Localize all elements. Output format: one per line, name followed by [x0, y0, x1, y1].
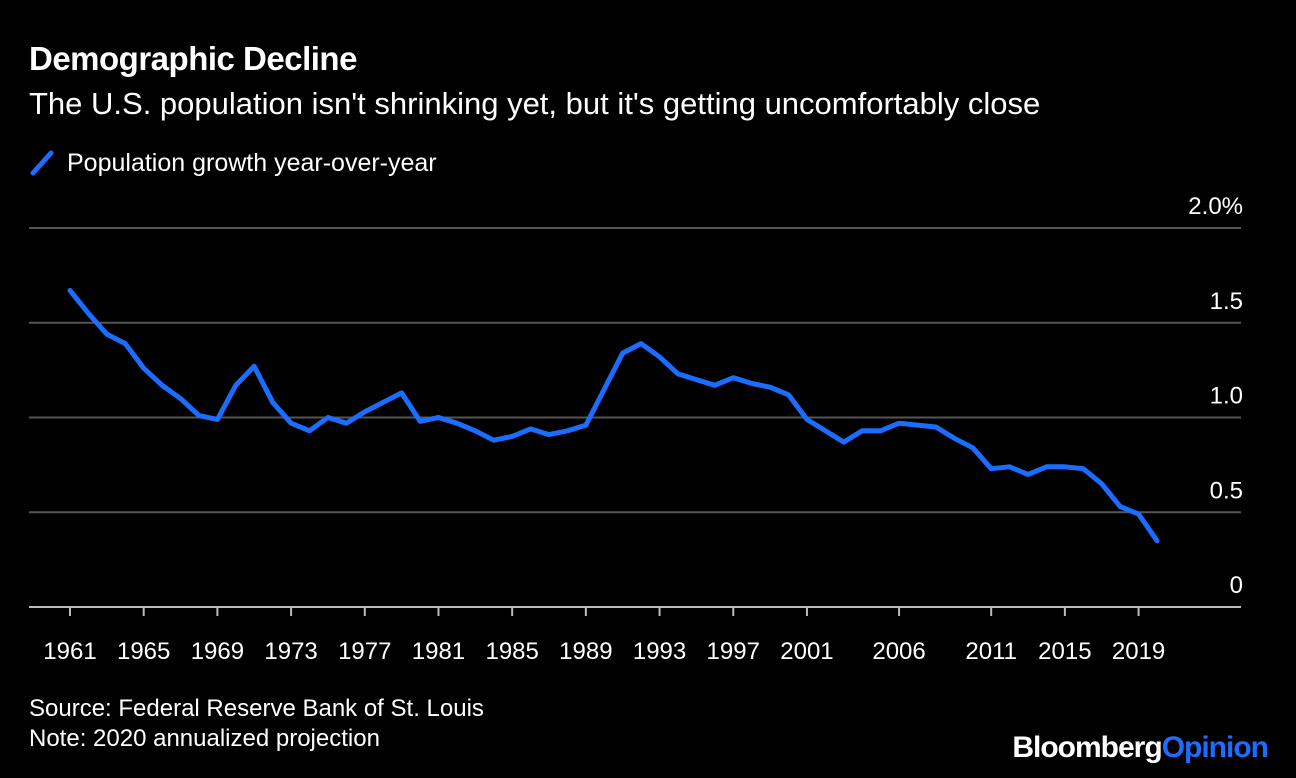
y-tick-label: 1.0 — [1210, 383, 1243, 410]
legend: Population growth year-over-year — [29, 148, 437, 178]
x-tick-label: 2006 — [872, 638, 925, 665]
x-tick-label: 1985 — [485, 638, 538, 665]
chart-title: Demographic Decline — [29, 40, 357, 77]
x-tick-label: 1981 — [412, 638, 465, 665]
x-tick-label: 1961 — [43, 638, 96, 665]
source-note: Source: Federal Reserve Bank of St. Loui… — [29, 695, 484, 722]
legend-label: Population growth year-over-year — [67, 148, 437, 177]
x-tick-label: 1989 — [559, 638, 612, 665]
series-line — [67, 288, 1160, 544]
y-tick-label: 1.5 — [1210, 288, 1243, 315]
logo-brand: Bloomberg — [1012, 731, 1162, 764]
x-tick-label: 1965 — [117, 638, 170, 665]
y-tick-label: 0 — [1230, 572, 1243, 599]
x-tick-label: 2001 — [780, 638, 833, 665]
y-tick-label: 0.5 — [1210, 477, 1243, 504]
x-tick-label: 1969 — [191, 638, 244, 665]
legend-swatch-icon — [30, 150, 54, 176]
footnote: Note: 2020 annualized projection — [29, 725, 380, 752]
brand-logo: BloombergOpinion — [1012, 731, 1269, 765]
logo-section: Opinion — [1161, 731, 1269, 764]
x-tick-label: 2015 — [1038, 638, 1091, 665]
x-tick-label: 1973 — [264, 638, 317, 665]
x-tick-label: 1977 — [338, 638, 391, 665]
chart-subtitle: The U.S. population isn't shrinking yet,… — [29, 86, 1041, 121]
y-tick-label: 2.0% — [1188, 193, 1243, 220]
x-tick-label: 2011 — [965, 638, 1017, 665]
x-tick-label: 1997 — [707, 638, 760, 665]
x-tick-label: 2019 — [1112, 638, 1165, 665]
line-chart: 0 0.5 1.0 1.5 2.0% 1961 1965 1969 1973 1977 1981 19… — [29, 193, 1243, 665]
x-tick-label: 1993 — [633, 638, 686, 665]
